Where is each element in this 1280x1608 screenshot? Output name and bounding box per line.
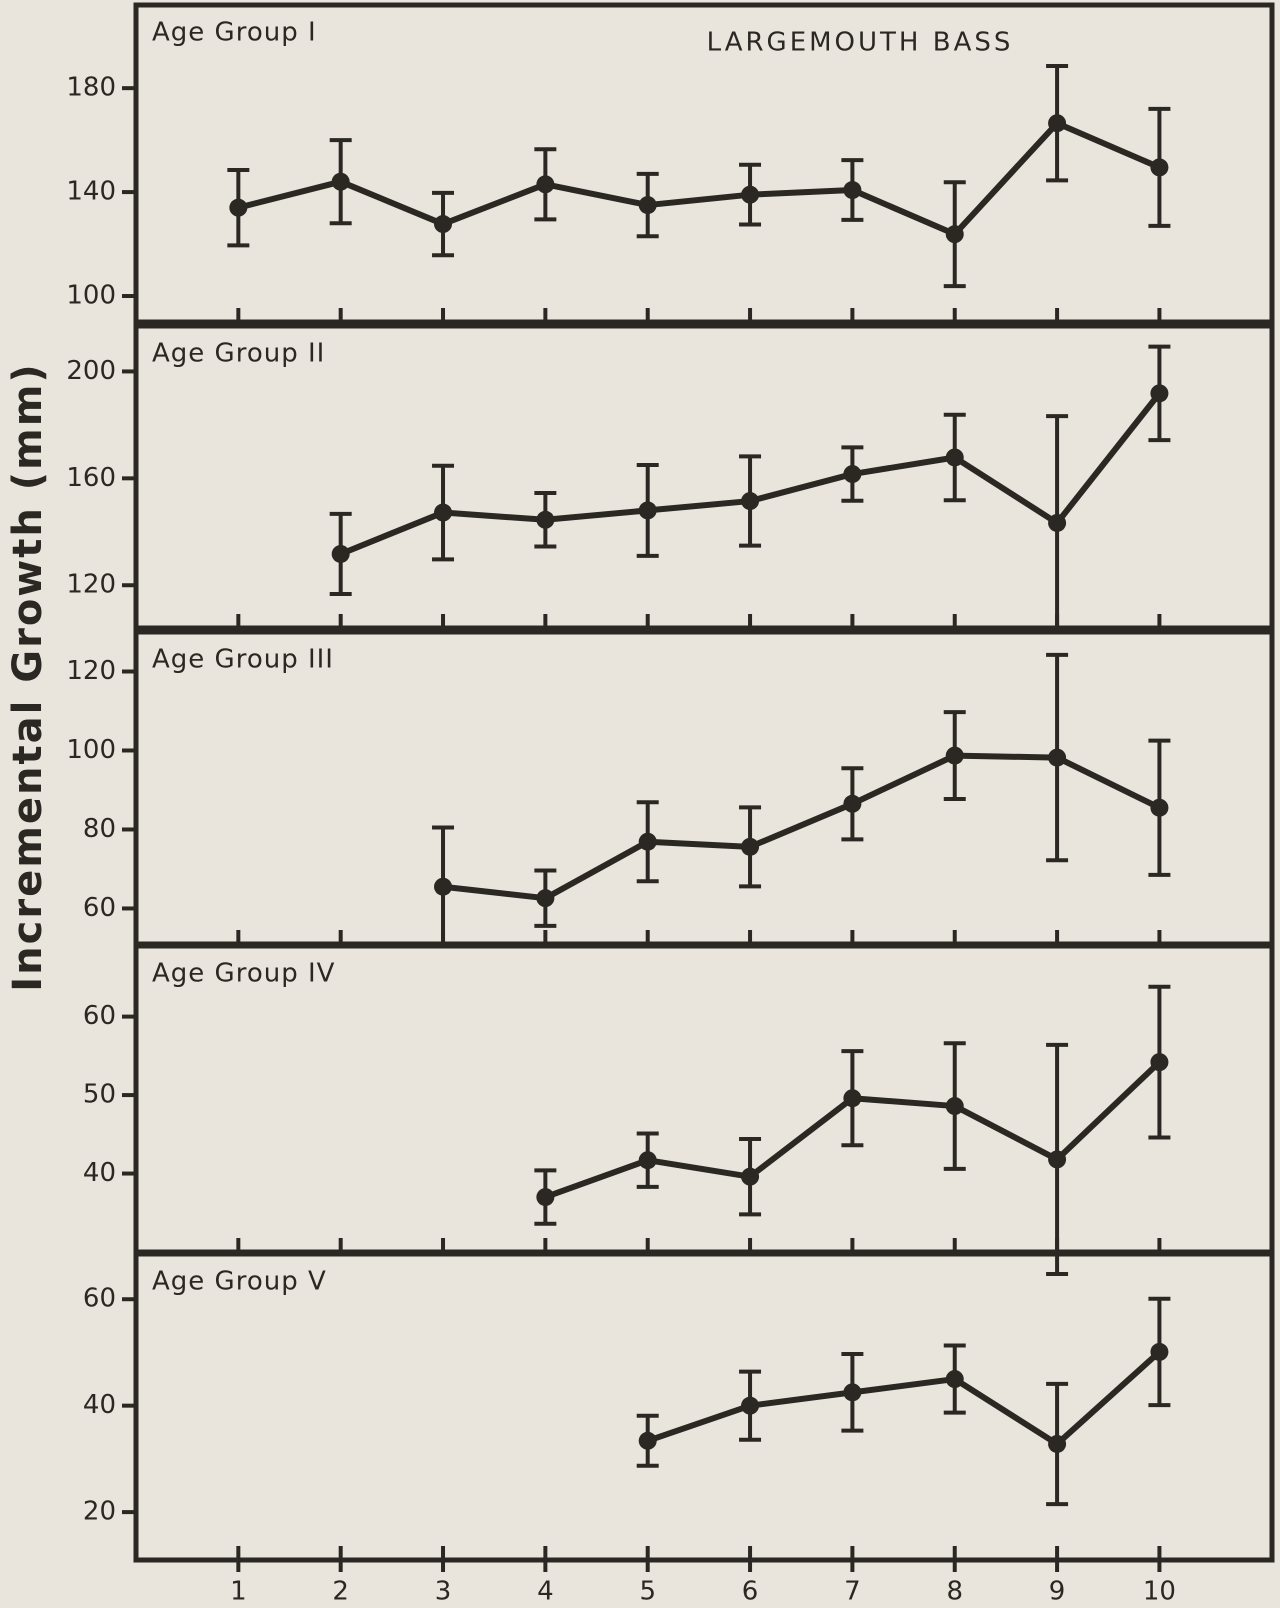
data-point: [843, 465, 862, 484]
y-tick-label: 40: [83, 1158, 116, 1188]
x-tick-label: 6: [742, 1577, 759, 1607]
data-point: [843, 1089, 862, 1108]
data-point: [536, 510, 555, 529]
chart-title: LARGEMOUTH BASS: [707, 28, 1014, 58]
x-tick-label: 4: [537, 1577, 554, 1607]
y-tick-label: 60: [83, 1284, 116, 1314]
panel-frame: [133, 323, 1275, 631]
data-point: [1150, 384, 1169, 403]
data-point: [638, 1151, 657, 1170]
x-tick-label: 3: [435, 1577, 452, 1607]
data-line: [237, 120, 1161, 238]
data-point: [434, 877, 453, 896]
data-point: [945, 1097, 964, 1116]
data-point: [434, 215, 453, 234]
data-point: [1048, 513, 1067, 532]
y-tick-label: 60: [83, 1001, 116, 1031]
data-point: [638, 501, 657, 520]
data-point: [434, 503, 453, 522]
data-point: [1150, 798, 1169, 817]
y-tick-label: 80: [83, 814, 116, 844]
data-line: [442, 752, 1161, 902]
y-axis-label: Incremental Growth (mm): [5, 362, 51, 991]
data-point: [229, 198, 248, 217]
panel-label: Age Group II: [152, 339, 325, 369]
panel-label: Age Group III: [152, 645, 334, 675]
data-point: [1048, 114, 1067, 133]
panel-frame: [133, 2, 1275, 325]
data-point: [843, 1383, 862, 1402]
data-point: [1150, 1053, 1169, 1072]
panel-frame: [133, 629, 1275, 947]
x-tick-label: 2: [332, 1577, 349, 1607]
panel-frame: [133, 943, 1275, 1255]
data-line: [646, 1349, 1162, 1447]
data-point: [331, 172, 350, 191]
x-tick-label: 8: [946, 1577, 963, 1607]
data-point: [638, 1431, 657, 1450]
data-point: [1150, 1342, 1169, 1361]
x-tick-label: 7: [844, 1577, 861, 1607]
data-point: [1048, 1434, 1067, 1453]
y-tick-label: 20: [83, 1497, 116, 1527]
x-tick-label: 9: [1049, 1577, 1066, 1607]
y-tick-label: 100: [66, 281, 116, 311]
data-point: [741, 492, 760, 511]
data-point: [536, 1188, 555, 1207]
data-point: [536, 175, 555, 194]
data-point: [331, 544, 350, 563]
y-tick-label: 120: [66, 570, 116, 600]
y-tick-label: 40: [83, 1390, 116, 1420]
y-tick-label: 180: [66, 73, 116, 103]
panel-label: Age Group V: [152, 1267, 327, 1297]
data-point: [536, 889, 555, 908]
data-point: [945, 1370, 964, 1389]
data-point: [741, 1396, 760, 1415]
y-tick-label: 200: [66, 356, 116, 386]
data-point: [741, 1167, 760, 1186]
y-tick-label: 100: [66, 735, 116, 765]
data-point: [1048, 1150, 1067, 1169]
data-point: [945, 746, 964, 765]
y-tick-label: 120: [66, 656, 116, 686]
data-point: [945, 225, 964, 244]
data-point: [1150, 158, 1169, 177]
data-point: [843, 794, 862, 813]
panel-label: Age Group IV: [152, 959, 335, 989]
data-point: [741, 185, 760, 204]
data-point: [741, 837, 760, 856]
panel-label: Age Group I: [152, 18, 317, 48]
data-point: [945, 448, 964, 467]
y-tick-label: 60: [83, 893, 116, 923]
data-point: [843, 181, 862, 200]
data-point: [1048, 748, 1067, 767]
y-tick-label: 160: [66, 463, 116, 493]
y-tick-label: 50: [83, 1080, 116, 1110]
x-tick-label: 1: [230, 1577, 247, 1607]
data-point: [638, 196, 657, 215]
y-tick-label: 140: [66, 177, 116, 207]
data-point: [638, 832, 657, 851]
x-tick-label: 5: [639, 1577, 656, 1607]
x-tick-label: 10: [1143, 1577, 1176, 1607]
